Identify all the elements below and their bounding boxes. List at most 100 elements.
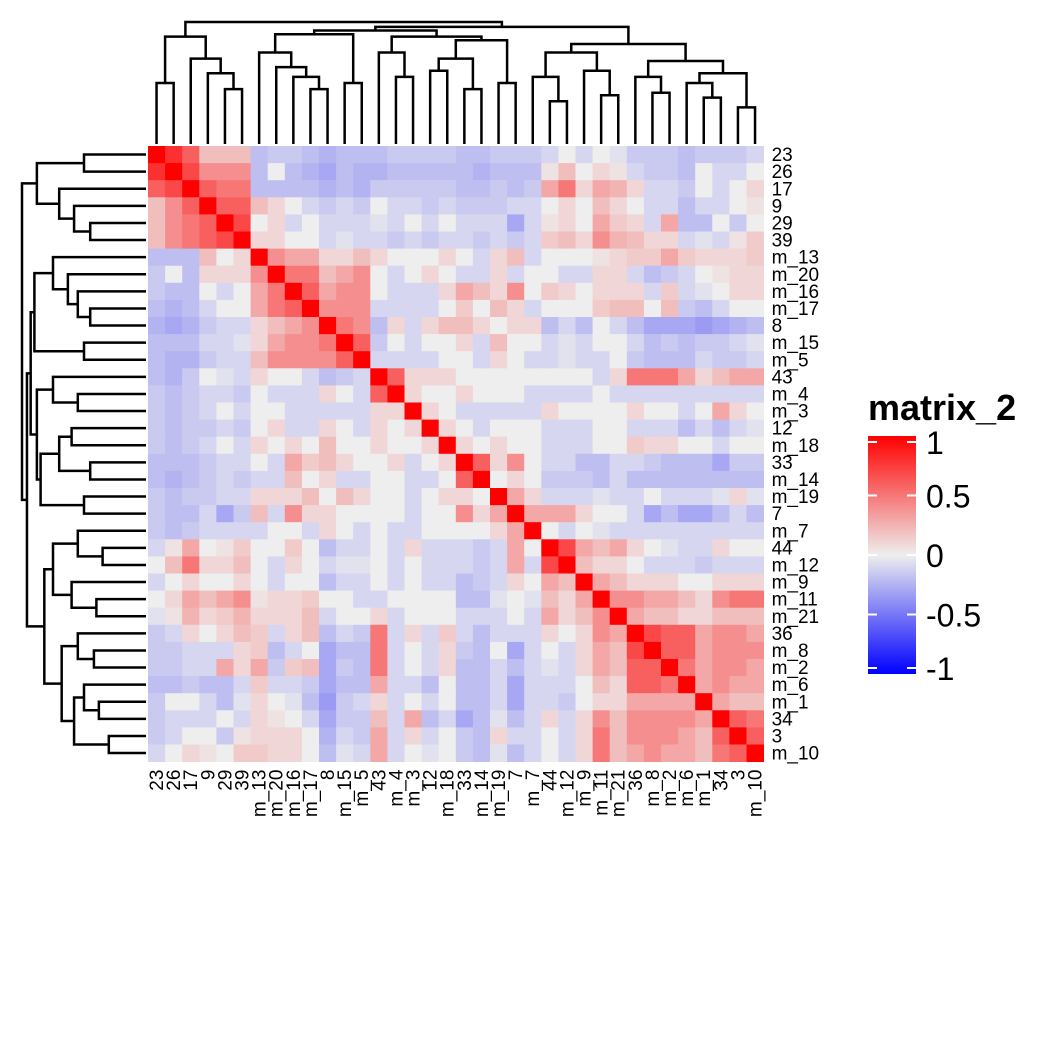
column-dendrogram-link bbox=[651, 91, 671, 144]
heatmap-cell bbox=[301, 299, 320, 318]
heatmap-cell bbox=[284, 368, 303, 386]
heatmap-cell bbox=[182, 180, 200, 198]
heatmap-cell bbox=[695, 180, 713, 198]
heatmap-cell bbox=[678, 641, 696, 660]
heatmap-cell bbox=[301, 351, 320, 369]
heatmap-cell bbox=[626, 197, 645, 215]
heatmap-cell bbox=[661, 453, 679, 472]
legend-tick-label: 0.5 bbox=[926, 479, 970, 515]
heatmap-cell bbox=[472, 488, 491, 506]
heatmap-cell bbox=[524, 676, 542, 694]
heatmap-cell bbox=[148, 676, 166, 694]
heatmap-cell bbox=[695, 573, 713, 591]
column-label: m_20 bbox=[267, 770, 288, 818]
row-dendrogram-link bbox=[57, 435, 91, 473]
heatmap-cell bbox=[592, 146, 611, 164]
heatmap-cell bbox=[729, 590, 747, 609]
heatmap-cell bbox=[490, 163, 508, 181]
heatmap-cell bbox=[284, 607, 303, 626]
heatmap-cell bbox=[250, 214, 269, 232]
heatmap-cell bbox=[712, 317, 730, 335]
heatmap-cell bbox=[455, 351, 474, 369]
heatmap-cell bbox=[199, 488, 217, 506]
heatmap-cell bbox=[216, 470, 234, 489]
heatmap-cell bbox=[438, 231, 457, 249]
heatmap-cell bbox=[216, 676, 234, 694]
column-label: 8 bbox=[318, 770, 339, 781]
heatmap-cell bbox=[541, 659, 559, 677]
heatmap-cell bbox=[678, 282, 696, 301]
heatmap-cell bbox=[524, 710, 542, 728]
heatmap-cell bbox=[404, 317, 422, 335]
heatmap-cell bbox=[404, 299, 422, 318]
heatmap-cell bbox=[626, 282, 645, 301]
heatmap-cell bbox=[216, 522, 234, 540]
heatmap-cell bbox=[301, 659, 320, 677]
heatmap-cell bbox=[165, 659, 183, 677]
heatmap-cell bbox=[472, 368, 491, 386]
heatmap-cell bbox=[353, 710, 371, 728]
heatmap-cell bbox=[199, 693, 217, 711]
heatmap-cell bbox=[558, 146, 576, 164]
heatmap-cell bbox=[609, 248, 628, 267]
heatmap-cell bbox=[592, 573, 611, 591]
heatmap-cell bbox=[661, 556, 679, 574]
heatmap-cell bbox=[490, 470, 508, 489]
heatmap-cell bbox=[661, 573, 679, 591]
heatmap-cell bbox=[678, 163, 696, 181]
heatmap-cell bbox=[284, 505, 303, 523]
heatmap-cell bbox=[438, 436, 457, 455]
heatmap-cell bbox=[148, 590, 166, 609]
heatmap-cell bbox=[421, 693, 440, 711]
heatmap-cell bbox=[575, 470, 593, 489]
heatmap-cell bbox=[404, 676, 422, 694]
heatmap-cell bbox=[301, 334, 320, 352]
column-label: 34 bbox=[711, 769, 732, 791]
heatmap-cell bbox=[609, 470, 628, 489]
heatmap-cell bbox=[319, 470, 337, 489]
heatmap-cell bbox=[609, 659, 628, 677]
heatmap-cell bbox=[678, 317, 696, 335]
heatmap-cell bbox=[387, 676, 405, 694]
heatmap-cell bbox=[319, 590, 337, 609]
heatmap-cell bbox=[438, 676, 457, 694]
heatmap-cell bbox=[148, 556, 166, 574]
heatmap-cell bbox=[336, 488, 354, 506]
heatmap-cell bbox=[541, 590, 559, 609]
column-label: m_7 bbox=[523, 770, 544, 807]
heatmap-cell bbox=[233, 317, 251, 335]
heatmap-cell bbox=[575, 436, 593, 455]
row-label: 17 bbox=[772, 179, 793, 200]
heatmap-cell bbox=[729, 214, 747, 232]
heatmap-cell bbox=[695, 710, 713, 728]
column-label: m_12 bbox=[557, 770, 578, 818]
heatmap-cell bbox=[541, 419, 559, 438]
heatmap-cell bbox=[199, 282, 217, 301]
heatmap-cell bbox=[695, 488, 713, 506]
heatmap-cell bbox=[558, 351, 576, 369]
column-label: m_2 bbox=[660, 770, 681, 807]
heatmap-cell bbox=[746, 641, 764, 660]
heatmap-cell bbox=[678, 659, 696, 677]
column-dendrogram-link bbox=[184, 20, 504, 37]
heatmap-cell bbox=[370, 590, 388, 609]
heatmap-cell bbox=[319, 505, 337, 523]
heatmap-cell bbox=[609, 351, 628, 369]
heatmap-cell bbox=[387, 163, 405, 181]
heatmap-cell bbox=[695, 419, 713, 438]
heatmap-cell bbox=[609, 385, 628, 403]
heatmap-cell bbox=[746, 624, 764, 643]
heatmap-cell bbox=[250, 351, 269, 369]
heatmap-cell bbox=[455, 522, 474, 540]
heatmap-cell bbox=[712, 197, 730, 215]
heatmap-cell bbox=[455, 556, 474, 574]
heatmap-cell bbox=[353, 197, 371, 215]
heatmap-cell bbox=[387, 659, 405, 677]
heatmap-cell bbox=[319, 624, 337, 643]
heatmap-cell bbox=[267, 299, 286, 318]
heatmap-cell bbox=[165, 607, 183, 626]
heatmap-cell bbox=[712, 573, 730, 591]
heatmap-cell bbox=[148, 522, 166, 540]
heatmap-cell bbox=[182, 522, 200, 540]
heatmap-cell bbox=[592, 163, 611, 181]
